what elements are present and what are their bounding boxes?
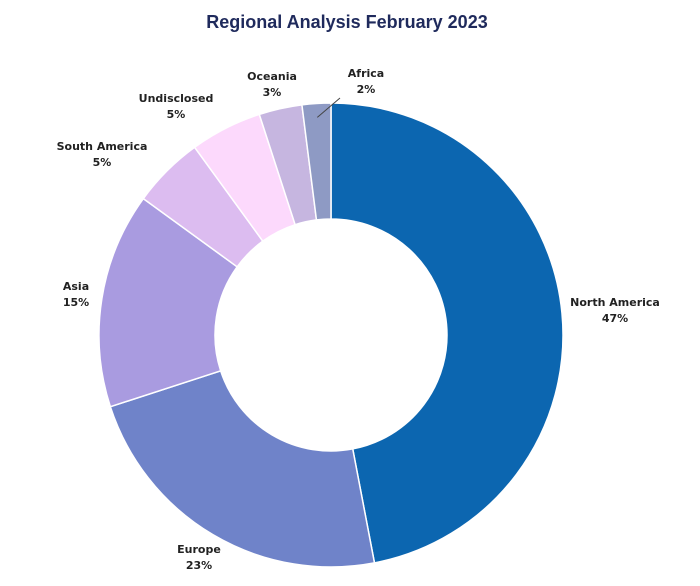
slice-category-label: Asia — [63, 280, 89, 293]
slice-value-label: 2% — [357, 83, 376, 96]
slice-category-label: Europe — [177, 543, 221, 556]
slice-label-asia: Asia 15% — [63, 280, 89, 309]
slice-value-label: 23% — [186, 559, 212, 572]
slice-asia — [98, 197, 239, 408]
slice-category-label: North America — [570, 296, 660, 309]
slices-group — [98, 102, 564, 568]
slice-value-label: 15% — [63, 296, 89, 309]
slice-value-label: 5% — [93, 156, 112, 169]
slice-category-label: Africa — [348, 67, 384, 80]
slice-label-undisclosed: Undisclosed 5% — [139, 92, 214, 121]
slice-label-north-america: North America 47% — [570, 296, 660, 325]
slice-africa — [301, 102, 332, 221]
slice-north-america — [330, 102, 564, 564]
slice-category-label: Undisclosed — [139, 92, 214, 105]
slice-value-label: 5% — [167, 108, 186, 121]
chart-title: Regional Analysis February 2023 — [206, 12, 487, 32]
slice-label-oceania: Oceania 3% — [247, 70, 297, 99]
leader-line-africa — [316, 97, 341, 118]
slice-category-label: South America — [57, 140, 148, 153]
labels-group: North America 47% Europe 23% Asia 15% South Am… — [57, 67, 660, 572]
slice-europe — [109, 369, 376, 568]
slice-category-label: Oceania — [247, 70, 297, 83]
slice-label-south-america: South America 5% — [57, 140, 148, 169]
slice-label-africa: Africa 2% — [348, 67, 384, 96]
slice-value-label: 47% — [602, 312, 628, 325]
slice-label-europe: Europe 23% — [177, 543, 221, 572]
slice-value-label: 3% — [263, 86, 282, 99]
